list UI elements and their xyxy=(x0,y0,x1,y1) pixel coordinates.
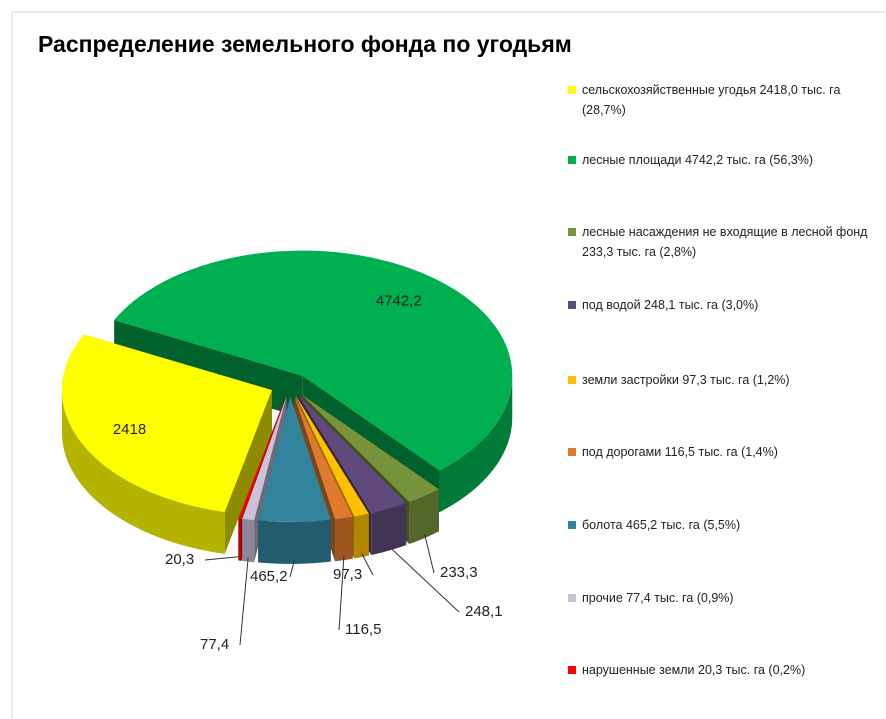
legend-label: болота 465,2 тыс. га (5,5%) xyxy=(582,518,741,532)
legend-label: земли застройки 97,3 тыс. га (1,2%) xyxy=(582,373,790,387)
slice-wall xyxy=(409,489,439,544)
pie-slice xyxy=(298,395,407,514)
leader-line xyxy=(338,556,345,631)
legend-item: под водой 248,1 тыс. га (3,0%) xyxy=(568,295,884,315)
legend-item: болота 465,2 тыс. га (5,5%) xyxy=(568,515,884,535)
data-label: 116,5 xyxy=(345,621,381,638)
slice-wall xyxy=(238,518,242,561)
slice-wall xyxy=(354,513,369,559)
slice-side xyxy=(224,390,272,554)
legend-label: сельскохозяйственные угодья 2418,0 тыс. … xyxy=(582,83,841,117)
legend-label: нарушенные земли 20,3 тыс. га (0,2%) xyxy=(582,663,806,677)
data-label: 77,4 xyxy=(200,636,229,653)
slice-wall xyxy=(258,519,331,564)
legend-item: лесные насаждения не входящие в лесной ф… xyxy=(568,222,884,262)
leader-line xyxy=(361,552,374,576)
legend-item: нарушенные земли 20,3 тыс. га (0,2%) xyxy=(568,660,884,680)
pie-slice xyxy=(238,396,286,519)
leader-line xyxy=(424,533,435,574)
slice-wall xyxy=(242,518,255,563)
slice-wall xyxy=(335,516,353,562)
legend-swatch xyxy=(568,594,576,602)
pie-slice xyxy=(258,396,331,522)
data-label: 4742,2 xyxy=(376,292,422,309)
slice-wall xyxy=(439,375,513,513)
data-label: 97,3 xyxy=(333,566,362,583)
legend-swatch xyxy=(568,666,576,674)
data-label: 20,3 xyxy=(165,551,194,568)
legend-swatch xyxy=(568,301,576,309)
legend-swatch xyxy=(568,448,576,456)
legend-item: земли застройки 97,3 тыс. га (1,2%) xyxy=(568,370,884,390)
legend-label: под водой 248,1 тыс. га (3,0%) xyxy=(582,298,759,312)
legend-label: лесные площади 4742,2 тыс. га (56,3%) xyxy=(582,153,814,167)
slice-wall xyxy=(61,390,225,554)
leader-line xyxy=(388,546,460,613)
pie-slice xyxy=(296,396,369,517)
pie-slice xyxy=(61,334,272,512)
leader-line xyxy=(289,559,295,578)
data-label: 233,3 xyxy=(440,564,478,581)
pie-slice xyxy=(114,250,513,471)
legend-label: под дорогами 116,5 тыс. га (1,4%) xyxy=(582,445,778,459)
legend-label: лесные насаждения не входящие в лесной ф… xyxy=(582,225,868,259)
legend-swatch xyxy=(568,228,576,236)
legend-swatch xyxy=(568,86,576,94)
chart-title: Распределение земельного фонда по угодья… xyxy=(38,31,572,57)
pie-slice xyxy=(301,394,439,502)
pie-slice xyxy=(242,396,287,521)
legend-swatch xyxy=(568,521,576,529)
pie-tops xyxy=(61,250,513,522)
legend-item: сельскохозяйственные угодья 2418,0 тыс. … xyxy=(568,80,884,120)
legend-item: под дорогами 116,5 тыс. га (1,4%) xyxy=(568,442,884,462)
leader-line xyxy=(239,557,249,646)
legend-item: лесные площади 4742,2 тыс. га (56,3%) xyxy=(568,150,884,170)
legend-item: прочие 77,4 тыс. га (0,9%) xyxy=(568,588,884,608)
legend-swatch xyxy=(568,376,576,384)
data-label: 465,2 xyxy=(250,568,288,585)
slice-wall xyxy=(371,503,407,556)
leader-line xyxy=(204,556,241,561)
data-label: 248,1 xyxy=(465,603,503,620)
legend-swatch xyxy=(568,156,576,164)
data-label: 2418 xyxy=(113,421,146,438)
legend-label: прочие 77,4 тыс. га (0,9%) xyxy=(582,591,734,605)
pie-slice xyxy=(294,396,353,520)
